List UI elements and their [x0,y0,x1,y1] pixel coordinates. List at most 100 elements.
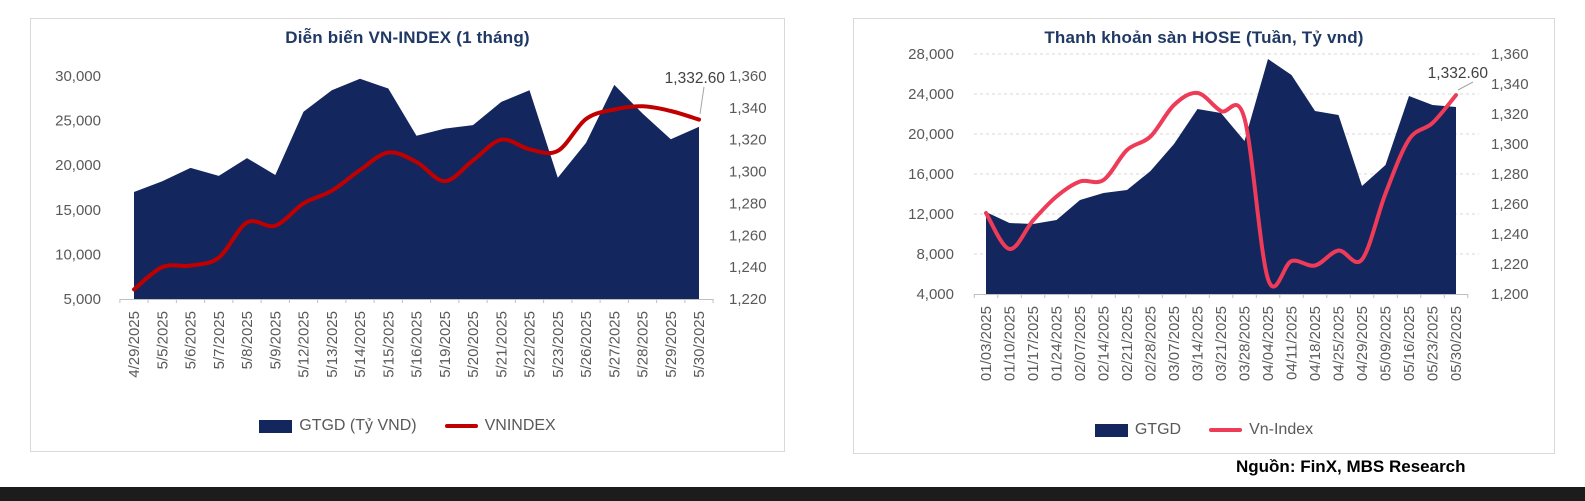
legend-label: GTGD (Tỷ VND) [299,417,417,434]
date-label: 01/17/2025 [1025,306,1042,381]
vnindex-1m-chart-panel: 5,000 10,000 15,000 20,000 25,000 30,000 1,220… [30,18,785,452]
left-axis-label: 25,000 [55,113,101,130]
left-axis-label: 16,000 [908,166,954,183]
date-label: 05/09/2025 [1378,306,1395,381]
vnindex-1m-plot: 5,000 10,000 15,000 20,000 25,000 30,000 1,220… [55,68,767,378]
legend-item-vn-index: Vn-Index [1209,421,1313,439]
date-label: 02/14/2025 [1096,306,1113,381]
left-axis-label: 28,000 [908,46,954,63]
right-axis-label: 1,360 [1491,46,1529,63]
right-axis-label: 1,240 [1491,226,1529,243]
vn-index-line [984,90,1458,289]
left-axis-label: 10,000 [55,246,101,263]
right-axis-label: 1,320 [1491,106,1529,123]
date-label: 5/14/2025 [352,311,369,378]
right-axis-label: 1,300 [729,164,767,181]
right-axis-label: 1,280 [1491,166,1529,183]
date-label: 05/16/2025 [1401,306,1418,381]
vnindex-line [132,104,701,292]
legend-label: GTGD [1134,421,1182,438]
hose-liquidity-plot: 4,000 8,000 12,000 16,000 20,000 24,000 28,000… [908,46,1529,381]
vn-index-line-swatch [1209,428,1243,432]
date-label: 5/30/2025 [691,311,708,378]
right-axis-label: 1,300 [1491,136,1529,153]
date-label: 01/03/2025 [978,306,995,381]
date-label: 03/21/2025 [1213,306,1230,381]
right-axis-label: 1,220 [1491,256,1529,273]
date-label: 02/28/2025 [1143,306,1160,381]
date-label: 5/19/2025 [437,311,454,378]
date-label: 5/27/2025 [606,311,623,378]
left-axis-label: 20,000 [908,126,954,143]
date-label: 5/20/2025 [465,311,482,378]
left-axis-label: 15,000 [55,202,101,219]
annotation-leader-line [1457,81,1474,91]
date-label: 05/30/2025 [1448,306,1465,381]
date-label: 04/25/2025 [1331,306,1348,381]
date-label: 04/29/2025 [1354,306,1371,381]
date-label: 02/21/2025 [1119,306,1136,381]
right-axis-label: 1,200 [1491,286,1529,303]
date-label: 04/11/2025 [1284,306,1301,380]
date-label: 5/8/2025 [239,311,256,369]
date-label: 01/10/2025 [1002,306,1019,381]
left-axis-label: 5,000 [63,291,101,308]
annotation-leader-line [699,86,705,115]
right-axis-label: 1,280 [729,195,767,212]
date-label: 5/21/2025 [493,311,510,378]
date-label: 5/9/2025 [267,311,284,369]
date-label: 5/7/2025 [211,311,228,369]
date-label: 5/22/2025 [522,311,539,378]
footer-bar [0,487,1585,501]
date-label: 03/07/2025 [1166,306,1183,381]
date-label: 01/24/2025 [1049,306,1066,381]
right-axis-label: 1,340 [1491,76,1529,93]
legend-label: VNINDEX [484,417,556,434]
date-label: 5/13/2025 [324,311,341,378]
legend-item-gtgd: GTGD [1094,421,1182,439]
date-label: 5/16/2025 [409,311,426,378]
left-axis-label: 30,000 [55,68,101,85]
date-label: 03/28/2025 [1237,306,1254,381]
chart-legend: GTGD Vn-Index [854,421,1554,439]
date-label: 5/29/2025 [663,311,680,378]
chart-legend: GTGD (Tỷ VND) VNINDEX [31,417,784,435]
date-label: 05/23/2025 [1425,306,1442,381]
vnindex-line-swatch [444,424,478,428]
date-label: 03/14/2025 [1190,306,1207,381]
date-label: 5/28/2025 [635,311,652,378]
chart-title: Thanh khoản sàn HOSE (Tuần, Tỷ vnd) [1044,28,1364,47]
last-value-annotation: 1,332.60 [1428,65,1489,82]
legend-label: Vn-Index [1249,421,1314,438]
left-axis-label: 8,000 [916,246,954,263]
right-axis-label: 1,340 [729,100,767,117]
right-axis-label: 1,240 [729,259,767,276]
date-label: 4/29/2025 [126,311,143,378]
right-axis-label: 1,220 [729,291,767,308]
date-label: 02/07/2025 [1072,306,1089,381]
left-axis-label: 20,000 [55,157,101,174]
date-label: 5/15/2025 [380,311,397,378]
right-axis-label: 1,360 [729,68,767,85]
chart-title: Diễn biến VN-INDEX (1 tháng) [285,28,530,47]
legend-item-gtgd: GTGD (Tỷ VND) [259,417,417,435]
gtgd-area [986,59,1456,294]
date-label: 04/04/2025 [1260,306,1277,381]
date-label: 04/18/2025 [1307,306,1324,381]
gtgd-area-swatch [1094,423,1128,437]
source-note: Nguồn: FinX, MBS Research [1236,457,1466,476]
left-axis-label: 4,000 [916,286,954,303]
date-label: 5/23/2025 [550,311,567,378]
last-value-annotation: 1,332.60 [665,70,726,87]
right-axis-label: 1,260 [729,227,767,244]
date-label: 5/26/2025 [578,311,595,378]
left-axis-label: 12,000 [908,206,954,223]
left-axis-label: 24,000 [908,86,954,103]
gtgd-area-swatch [259,419,293,433]
right-axis-label: 1,260 [1491,196,1529,213]
gtgd-area [134,78,699,299]
date-label: 5/6/2025 [183,311,200,369]
right-axis-label: 1,320 [729,132,767,149]
date-label: 5/12/2025 [296,311,313,378]
